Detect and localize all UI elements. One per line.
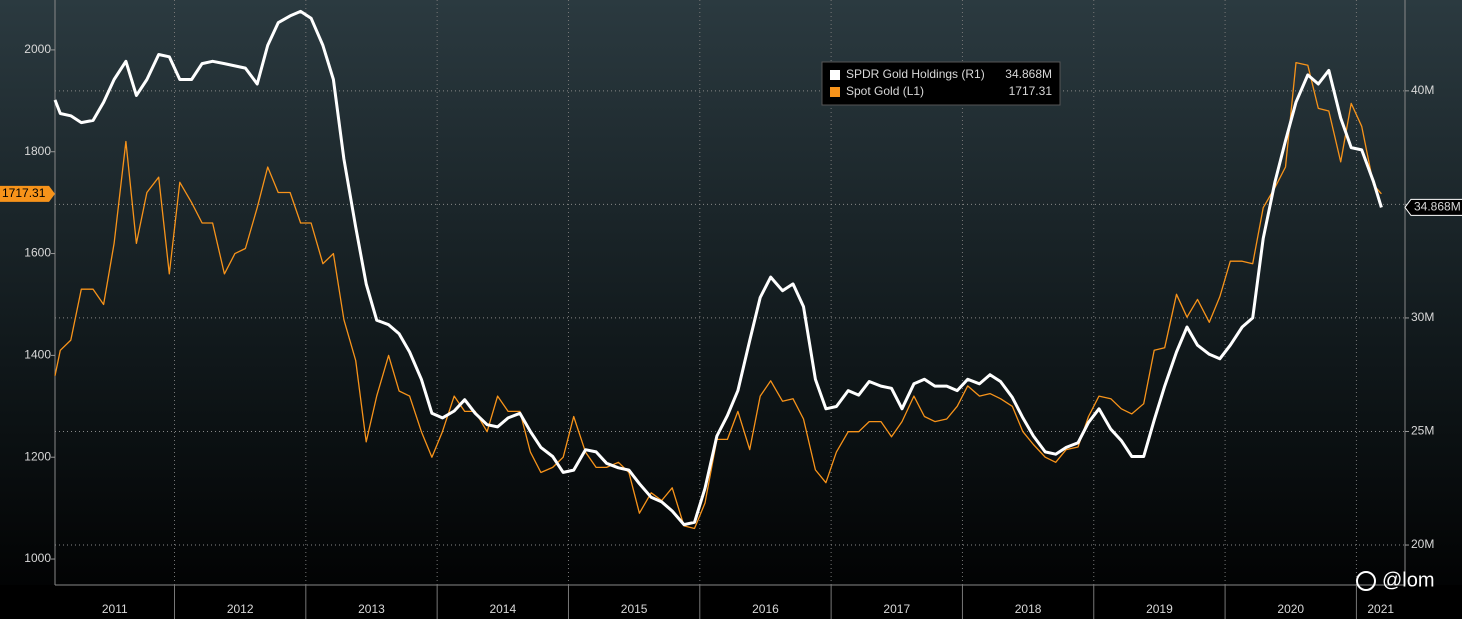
series-line <box>53 9 1383 527</box>
x-axis-band <box>0 585 1462 619</box>
x-tick-label: 2013 <box>358 602 385 616</box>
legend-label: Spot Gold (L1) <box>846 84 924 98</box>
y2-tick-label: 25M <box>1411 424 1434 438</box>
x-tick-label: 2012 <box>227 602 254 616</box>
x-tick-label: 2018 <box>1015 602 1042 616</box>
y2-tick-label: 20M <box>1411 537 1434 551</box>
value-tag-label: 1717.31 <box>2 186 46 200</box>
y-tick-label: 1800 <box>24 144 51 158</box>
legend-swatch <box>830 70 840 80</box>
value-tag <box>1404 198 1462 216</box>
y-tick-label: 1000 <box>24 551 51 565</box>
grid <box>51 0 1409 619</box>
y2-tick-label: 40M <box>1411 83 1434 97</box>
legend-box <box>821 61 1061 106</box>
lines <box>53 9 1383 530</box>
x-tick-label: 2014 <box>489 602 516 616</box>
value-tag-label: 34.868M <box>1414 200 1461 214</box>
x-tick-label: 2016 <box>752 602 779 616</box>
x-tick-label: 2017 <box>883 602 910 616</box>
labels: 2011 2012 2013 2014 2015 2016 2017 2018 2019 2020… <box>0 42 1462 616</box>
legend-value: 34.868M <box>1005 67 1052 81</box>
legend-value: 1717.31 <box>1009 84 1053 98</box>
legend-label: SPDR Gold Holdings (R1) <box>846 67 985 81</box>
value-tag <box>0 185 55 202</box>
watermark-icon <box>1356 571 1376 591</box>
x-tick-label: 2019 <box>1146 602 1173 616</box>
legend-swatch <box>830 87 840 97</box>
y-tick-label: 1400 <box>24 348 51 362</box>
watermark: @lom <box>1382 569 1435 591</box>
x-tick-label: 2015 <box>621 602 648 616</box>
x-tick-label: 2020 <box>1277 602 1304 616</box>
y2-tick-label: 30M <box>1411 310 1434 324</box>
y-tick-label: 2000 <box>24 42 51 56</box>
y-tick-label: 1200 <box>24 449 51 463</box>
y-tick-label: 1600 <box>24 246 51 260</box>
x-tick-label: 2021 <box>1367 602 1394 616</box>
x-tick-label: 2011 <box>102 602 128 616</box>
